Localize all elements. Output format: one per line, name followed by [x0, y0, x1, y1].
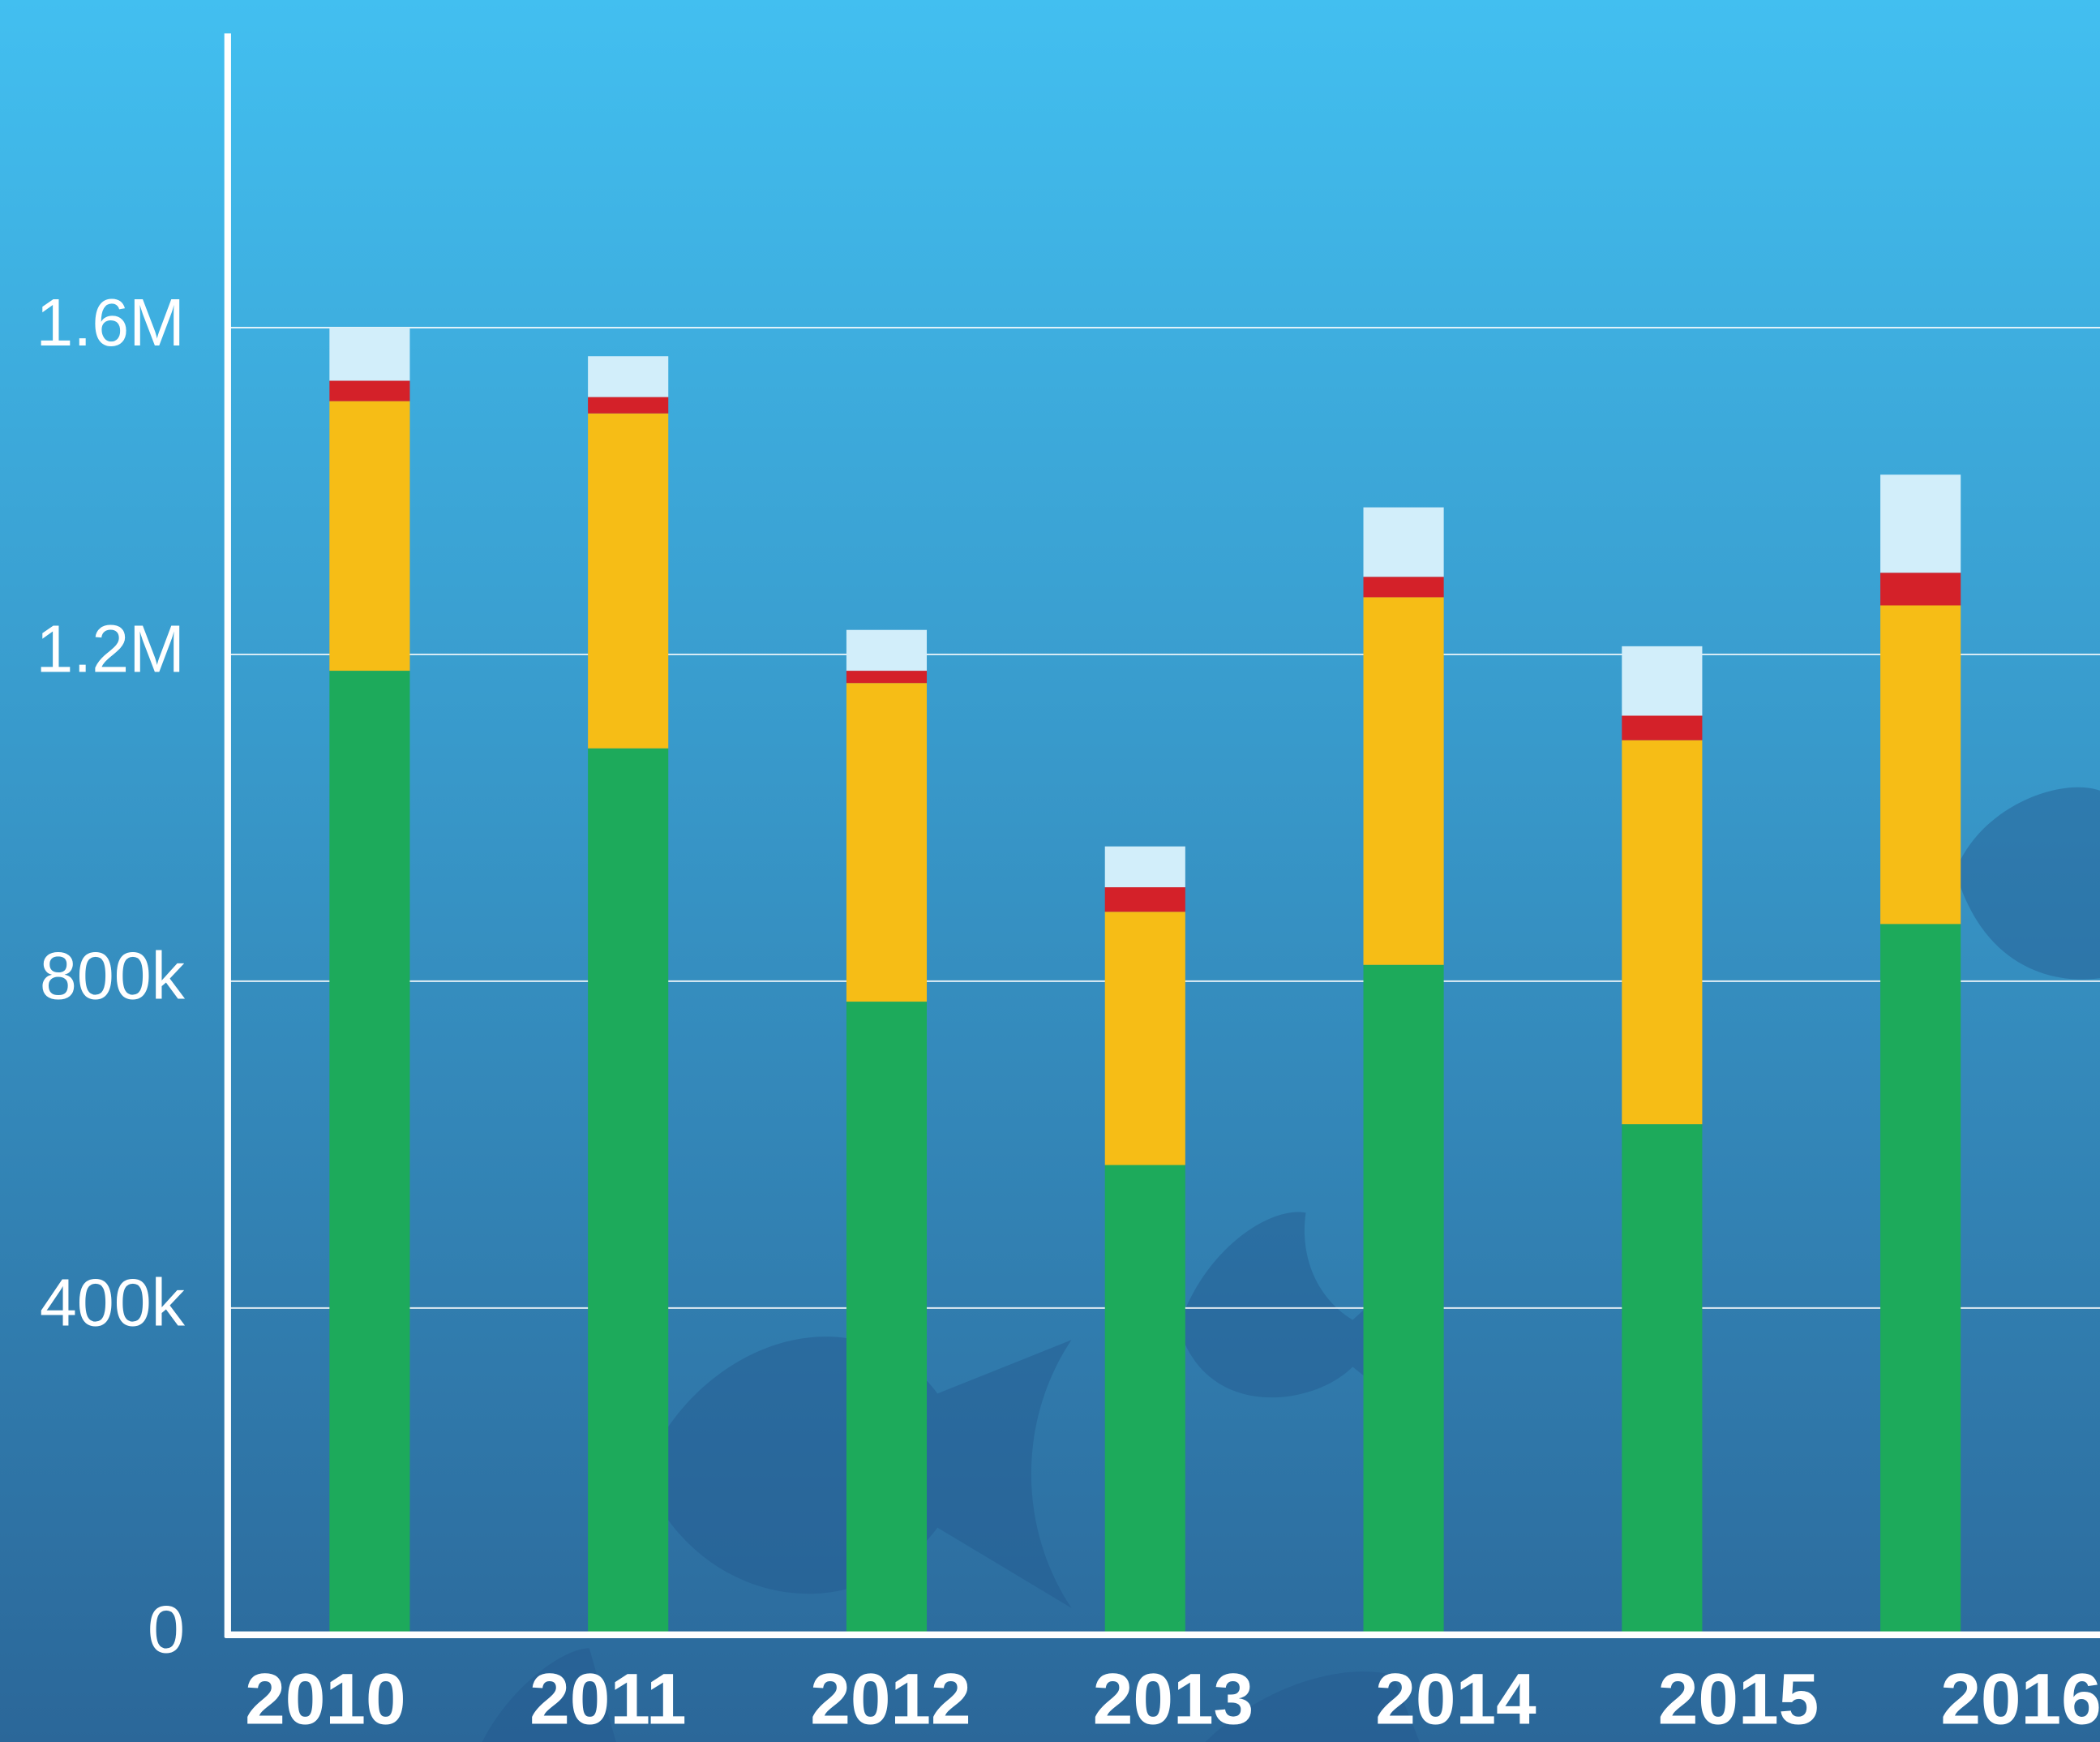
bar-segment [1880, 605, 1961, 924]
bar-segment [1105, 1165, 1185, 1635]
bar-segment [1622, 740, 1702, 1124]
bar-segment [1105, 887, 1185, 912]
bar-segment [1364, 577, 1444, 597]
bar-segment [1364, 965, 1444, 1635]
chart: 0 400k 800k 1.2M 1.6M 2010 2011 2012 2013 2014 201… [0, 0, 2100, 1742]
bar-segment [329, 671, 409, 1635]
y-tick-label: 800k [40, 938, 186, 1014]
bar-segment [588, 414, 668, 749]
bar-segment [846, 683, 927, 1002]
y-tick-label: 0 [148, 1592, 185, 1667]
background [0, 0, 2100, 1742]
bar-segment [1105, 912, 1185, 1165]
bar-segment [588, 356, 668, 397]
x-tick-label: 2016 [1940, 1658, 2100, 1739]
bar-segment [1622, 1124, 1702, 1635]
bar-segment [1880, 573, 1961, 605]
bar-segment [1364, 597, 1444, 964]
bar-segment [329, 401, 409, 671]
bar-segment [1880, 474, 1961, 573]
page: {"chart_data": {"type": "stacked-bar", "… [0, 0, 2100, 1742]
bar-segment [846, 630, 927, 671]
bar-segment [1622, 646, 1702, 716]
x-tick-label: 2011 [529, 1658, 687, 1739]
x-tick-label: 2010 [245, 1658, 405, 1739]
bar-segment [1364, 508, 1444, 577]
y-tick-label: 400k [40, 1265, 186, 1341]
x-tick-label: 2012 [810, 1658, 971, 1739]
bar-segment [329, 380, 409, 401]
bar-segment [1880, 924, 1961, 1634]
x-tick-label: 2013 [1093, 1658, 1254, 1739]
bar-segment [1622, 715, 1702, 740]
bar-segment [588, 749, 668, 1635]
bar-segment [846, 671, 927, 683]
bar-segment [329, 328, 409, 380]
bar-segment [588, 397, 668, 414]
x-tick-label: 2015 [1658, 1658, 1819, 1739]
y-tick-label: 1.2M [36, 611, 185, 687]
y-tick-label: 1.6M [36, 285, 185, 360]
bar-segment [1105, 847, 1185, 887]
x-tick-label: 2014 [1375, 1658, 1536, 1739]
bar-segment [846, 1002, 927, 1635]
